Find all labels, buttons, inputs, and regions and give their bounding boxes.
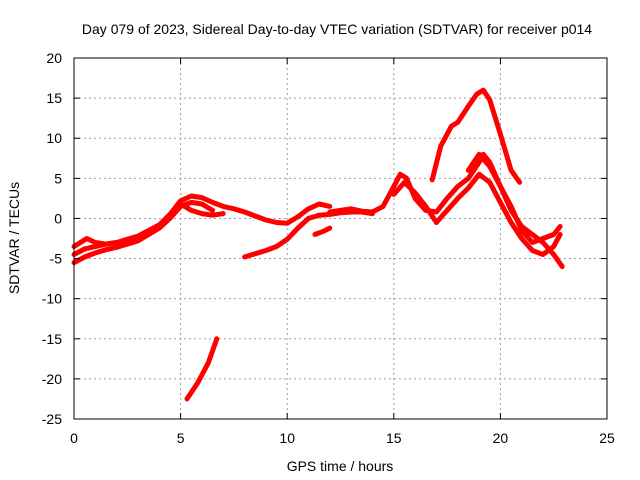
- series-group: [71, 87, 565, 402]
- chart-title: Day 079 of 2023, Sidereal Day-to-day VTE…: [82, 21, 592, 37]
- y-tick-label: -20: [42, 371, 62, 387]
- plot-frame: [73, 57, 608, 420]
- x-tick-labels: 0 5 10 15 20 25: [70, 430, 615, 446]
- series-track-g: [312, 225, 333, 237]
- x-tick-label: 0: [70, 430, 78, 446]
- y-axis-label: SDTVAR / TECUs: [6, 182, 22, 294]
- y-tick-label: 15: [46, 90, 62, 106]
- x-axis-label: GPS time / hours: [287, 458, 394, 474]
- series-track-h: [327, 151, 563, 245]
- series-track-k: [465, 151, 565, 270]
- series-track-f: [242, 209, 375, 260]
- series-track-c: [71, 236, 120, 249]
- series-track-e: [184, 336, 220, 402]
- y-tick-label: 0: [54, 210, 62, 226]
- series-track-i: [391, 171, 563, 257]
- y-tick-labels: 20 15 10 5 0 -5 -10 -15 -20 -25: [42, 50, 62, 427]
- series-track-j: [429, 87, 523, 185]
- tick-marks: [73, 57, 608, 420]
- x-tick-label: 10: [279, 430, 295, 446]
- series-track-d: [178, 201, 226, 218]
- grid-lines: [74, 58, 607, 419]
- y-tick-label: 10: [46, 130, 62, 146]
- y-tick-label: 5: [54, 170, 62, 186]
- x-tick-label: 5: [177, 430, 185, 446]
- x-tick-label: 20: [493, 430, 509, 446]
- x-tick-label: 25: [599, 430, 615, 446]
- y-tick-label: -25: [42, 411, 62, 427]
- y-tick-label: -15: [42, 331, 62, 347]
- x-tick-label: 15: [386, 430, 402, 446]
- y-tick-label: 20: [46, 50, 62, 66]
- series-track-b: [71, 199, 216, 266]
- y-tick-label: -10: [42, 291, 62, 307]
- y-tick-label: -5: [50, 251, 63, 267]
